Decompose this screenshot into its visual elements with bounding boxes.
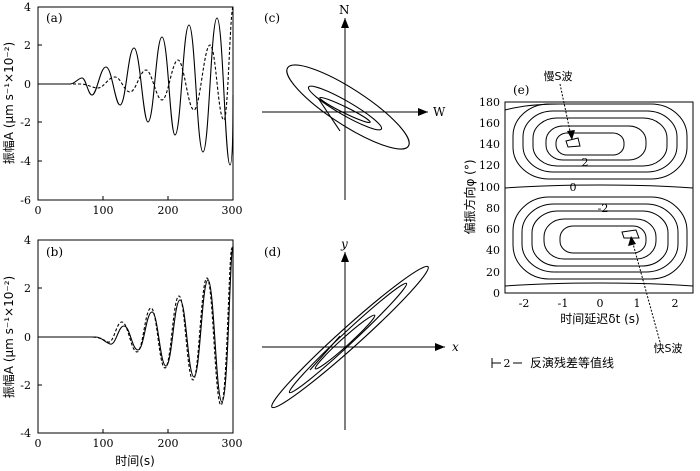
panel-a: (a) 4 2 0 -2 -4 -6 0 100 200 300 振幅A (μm… (1, 1, 243, 217)
panel-b-ytick-0: 4 (24, 234, 31, 247)
panel-a-ytick-2: 0 (24, 78, 31, 91)
legend: 2 反演残差等值线 (491, 355, 614, 370)
panel-e: (e) 180 160 140 120 100 80 60 40 20 0 -2… (462, 70, 694, 355)
panel-e-ytick-5: 80 (486, 202, 500, 215)
panel-c: (c) N W (262, 3, 446, 200)
panel-a-ytick-3: -2 (20, 116, 31, 129)
panel-d-axis-x: x (452, 340, 459, 354)
panel-e-xtick-3: 1 (634, 297, 641, 310)
panel-c-axis-n: N (339, 3, 350, 17)
panel-e-slow-wave-pointer (559, 83, 572, 137)
panel-c-axis-horizontal-arrow (418, 108, 428, 116)
panel-e-xlabel: 时间延迟δt (s) (560, 312, 639, 326)
panel-b-xtick-2: 200 (158, 437, 179, 450)
panel-a-xtick-2: 200 (158, 204, 179, 217)
panel-a-ylabel: 振幅A (μm s⁻¹×10⁻²) (1, 42, 16, 164)
panel-c-particle-motion (286, 64, 410, 150)
legend-symbol: 2 (504, 357, 511, 370)
panel-b-label: (b) (46, 245, 63, 259)
panel-b-xlabel: 时间(s) (115, 454, 155, 468)
panel-b-ytick-4: -4 (20, 427, 31, 440)
panel-d: (d) y x (262, 237, 459, 430)
panel-e-ytick-0: 180 (479, 96, 500, 109)
panel-c-axis-w: W (433, 105, 446, 119)
panel-e-contour-label-0: 2 (582, 156, 589, 169)
panel-e-fast-wave-pointer (631, 239, 661, 343)
panel-b-trace-solid (38, 245, 234, 403)
panel-a-xtick-3: 300 (222, 204, 243, 217)
panel-e-fast-wave-label: 快S波 (654, 342, 683, 355)
panel-e-xtick-0: -2 (519, 297, 530, 310)
panel-e-ytick-6: 60 (486, 223, 500, 236)
panel-b-ytick-1: 2 (24, 282, 31, 295)
panel-a-ytick-1: 2 (24, 39, 31, 52)
panel-c-axis-vertical-arrow (341, 18, 349, 28)
panel-b: (b) 4 2 0 -2 -4 0 100 200 300 时间(s) 振幅A … (1, 234, 243, 468)
panel-d-particle-motion (271, 265, 429, 409)
panel-b-xtick-3: 300 (222, 437, 243, 450)
panel-e-ytick-8: 20 (486, 266, 500, 279)
panel-b-ylabel: 振幅A (μm s⁻¹×10⁻²) (1, 276, 16, 398)
panel-e-ytick-1: 160 (479, 117, 500, 130)
panel-a-ytick-0: 4 (24, 1, 31, 14)
panel-e-label: (e) (513, 83, 529, 97)
panel-a-ticks (38, 44, 169, 200)
panel-a-ytick-4: -4 (20, 155, 31, 168)
panel-b-xtick-0: 0 (35, 437, 42, 450)
panel-e-slow-wave-label: 慢S波 (544, 70, 573, 83)
panel-e-slow-wave-arrow (567, 130, 575, 140)
panel-d-axis-vertical-arrow (341, 252, 349, 262)
panel-b-ytick-3: -2 (20, 379, 31, 392)
panel-e-ytick-9: 0 (493, 287, 500, 300)
panel-e-contours (504, 103, 694, 287)
panel-e-ytick-3: 120 (479, 159, 500, 172)
panel-a-xtick-1: 100 (93, 204, 114, 217)
panel-e-xtick-1: -1 (558, 297, 569, 310)
panel-e-contour-label-1: 0 (570, 181, 577, 194)
panel-a-trace-solid (38, 17, 234, 166)
panel-a-label: (a) (46, 11, 63, 25)
panel-a-frame (37, 6, 234, 201)
panel-c-label: (c) (264, 11, 280, 25)
panel-b-xtick-1: 100 (93, 437, 114, 450)
legend-text: 反演残差等值线 (530, 355, 614, 370)
panel-d-axis-horizontal-arrow (435, 343, 445, 351)
panel-d-label: (d) (264, 245, 281, 259)
panel-a-trace-dashed (38, 6, 234, 121)
panel-e-ylabel: 偏振方向φ (°) (462, 159, 477, 234)
panel-e-frame (504, 101, 694, 294)
panel-e-ytick-7: 40 (486, 244, 500, 257)
panel-b-ytick-2: 0 (24, 331, 31, 344)
panel-d-axis-y: y (340, 237, 348, 251)
panel-e-contour-label-2: -2 (598, 202, 609, 215)
panel-e-xtick-2: 0 (597, 297, 604, 310)
panel-e-ytick-2: 140 (479, 138, 500, 151)
panel-e-fast-wave-arrow (628, 236, 636, 246)
panel-a-xtick-0: 0 (35, 204, 42, 217)
panel-b-trace-dashed (38, 247, 233, 406)
panel-e-ytick-4: 100 (479, 181, 500, 194)
panel-e-xtick-4: 2 (672, 297, 679, 310)
panel-a-ytick-5: -6 (20, 194, 31, 207)
